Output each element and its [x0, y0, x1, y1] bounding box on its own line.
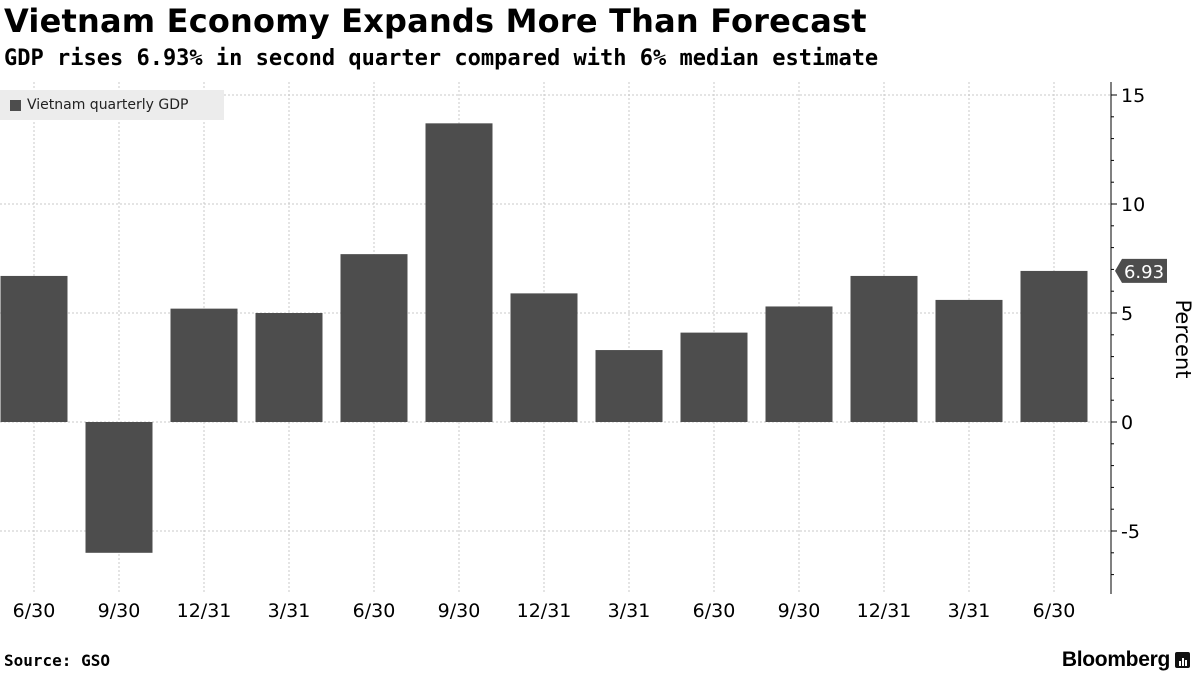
x-tick-label: 6/30 [13, 600, 56, 622]
bar [595, 350, 663, 422]
x-tick-label: 9/30 [98, 600, 141, 622]
x-tick-label: 12/31 [517, 600, 572, 622]
bar [85, 422, 153, 553]
bar [850, 275, 918, 422]
y-tick-label: 5 [1121, 303, 1133, 325]
x-tick-label: 9/30 [778, 600, 821, 622]
y-tick-label: -5 [1121, 521, 1140, 543]
x-tick-label: 3/31 [948, 600, 991, 622]
chart-subtitle: GDP rises 6.93% in second quarter compar… [4, 46, 879, 71]
x-tick-label: 12/31 [857, 600, 912, 622]
x-tick-label: 6/30 [693, 600, 736, 622]
bar [170, 308, 238, 422]
bar [765, 306, 833, 422]
x-tick-label: 3/31 [268, 600, 311, 622]
legend-swatch [10, 99, 21, 111]
bar [0, 275, 68, 422]
bar [340, 254, 408, 422]
bloomberg-chart-icon [1175, 652, 1190, 668]
x-tick-label: 9/30 [438, 600, 481, 622]
x-tick-label: 12/31 [177, 600, 232, 622]
y-tick-label: 0 [1121, 412, 1133, 434]
source-note: Source: GSO [4, 651, 110, 670]
bar [510, 293, 578, 422]
bar [1020, 270, 1088, 422]
bloomberg-logo: Bloomberg [1062, 648, 1190, 672]
chart-title: Vietnam Economy Expands More Than Foreca… [4, 2, 867, 40]
y-axis-title: Percent [1171, 299, 1195, 378]
brand-text: Bloomberg [1061, 648, 1170, 671]
value-callout-label: 6.93 [1124, 262, 1164, 283]
bar [425, 123, 493, 422]
bar [935, 299, 1003, 422]
x-tick-label: 6/30 [1033, 600, 1076, 622]
x-tick-label: 3/31 [608, 600, 651, 622]
legend: Vietnam quarterly GDP [0, 90, 224, 120]
bar-chart: 15 10 5 0 -5 6/30 9/30 12/31 3/31 6/30 9/30 12/31 3/… [0, 82, 1195, 622]
bar [680, 332, 748, 422]
legend-label: Vietnam quarterly GDP [27, 97, 189, 113]
y-tick-label: 10 [1121, 194, 1145, 216]
y-tick-label: 15 [1121, 85, 1145, 107]
bar [255, 313, 323, 422]
x-tick-label: 6/30 [353, 600, 396, 622]
value-callout-bg [1115, 258, 1167, 283]
